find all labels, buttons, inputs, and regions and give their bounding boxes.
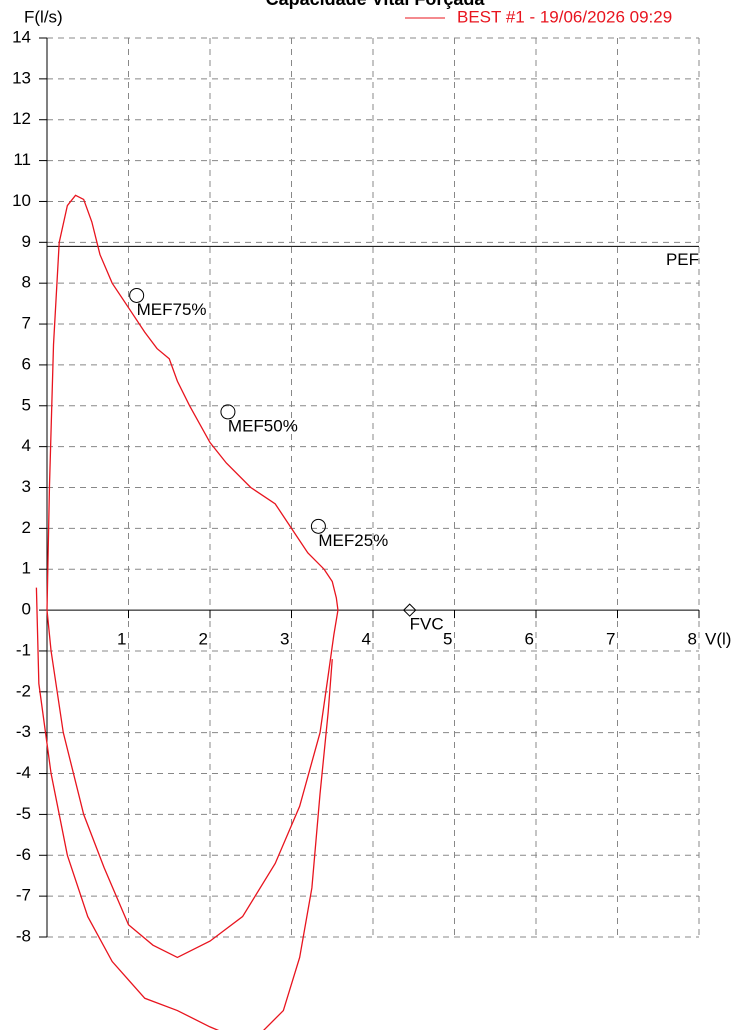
x-tick-label: 5 bbox=[443, 630, 452, 649]
x-tick-label: 8 bbox=[688, 630, 697, 649]
fvc-marker bbox=[402, 603, 417, 617]
x-tick-label: 6 bbox=[525, 630, 534, 649]
x-axis-label: V(l) bbox=[705, 629, 731, 648]
pef-label: PEF bbox=[666, 250, 699, 269]
x-tick-label: 7 bbox=[606, 630, 615, 649]
y-tick-label: -7 bbox=[16, 886, 31, 905]
y-tick-label: 3 bbox=[22, 477, 31, 496]
mef-marker bbox=[310, 518, 326, 534]
y-tick-label: -4 bbox=[16, 763, 31, 782]
marker-label: FVC bbox=[410, 615, 444, 634]
y-tick-label: 12 bbox=[12, 109, 31, 128]
x-tick-label: 4 bbox=[362, 630, 371, 649]
legend-label: BEST #1 - 19/06/2026 09:29 bbox=[457, 7, 672, 26]
y-tick-label: -6 bbox=[16, 845, 31, 864]
y-tick-label: 4 bbox=[22, 436, 31, 455]
y-tick-label: 6 bbox=[22, 354, 31, 373]
marker-label: MEF75% bbox=[137, 300, 207, 319]
y-tick-label: 9 bbox=[22, 232, 31, 251]
marker-label: MEF25% bbox=[318, 531, 388, 550]
y-tick-label: -2 bbox=[16, 681, 31, 700]
y-tick-label: 10 bbox=[12, 191, 31, 210]
x-tick-label: 3 bbox=[280, 630, 289, 649]
y-tick-label: -3 bbox=[16, 722, 31, 741]
flow-volume-curve bbox=[35, 194, 339, 1030]
y-tick-label: 1 bbox=[22, 559, 31, 578]
y-tick-label: 5 bbox=[22, 395, 31, 414]
y-axis-label: F(l/s) bbox=[24, 7, 63, 26]
y-tick-label: -5 bbox=[16, 804, 31, 823]
x-tick-label: 2 bbox=[199, 630, 208, 649]
y-tick-label: 14 bbox=[12, 27, 31, 46]
x-tick-label: 1 bbox=[117, 630, 126, 649]
y-tick-label: 8 bbox=[22, 273, 31, 292]
marker-label: MEF50% bbox=[228, 416, 298, 435]
mef-marker bbox=[129, 287, 145, 303]
y-tick-label: 11 bbox=[13, 150, 31, 169]
y-tick-label: 0 bbox=[22, 600, 31, 619]
y-tick-label: 2 bbox=[22, 518, 31, 537]
mef-marker bbox=[220, 404, 236, 420]
y-tick-label: 7 bbox=[22, 314, 31, 333]
y-tick-label: 13 bbox=[12, 68, 31, 87]
chart-title: Capacidade Vital Forçada bbox=[266, 0, 486, 9]
y-tick-label: -1 bbox=[16, 640, 31, 659]
y-tick-label: -8 bbox=[16, 926, 31, 945]
